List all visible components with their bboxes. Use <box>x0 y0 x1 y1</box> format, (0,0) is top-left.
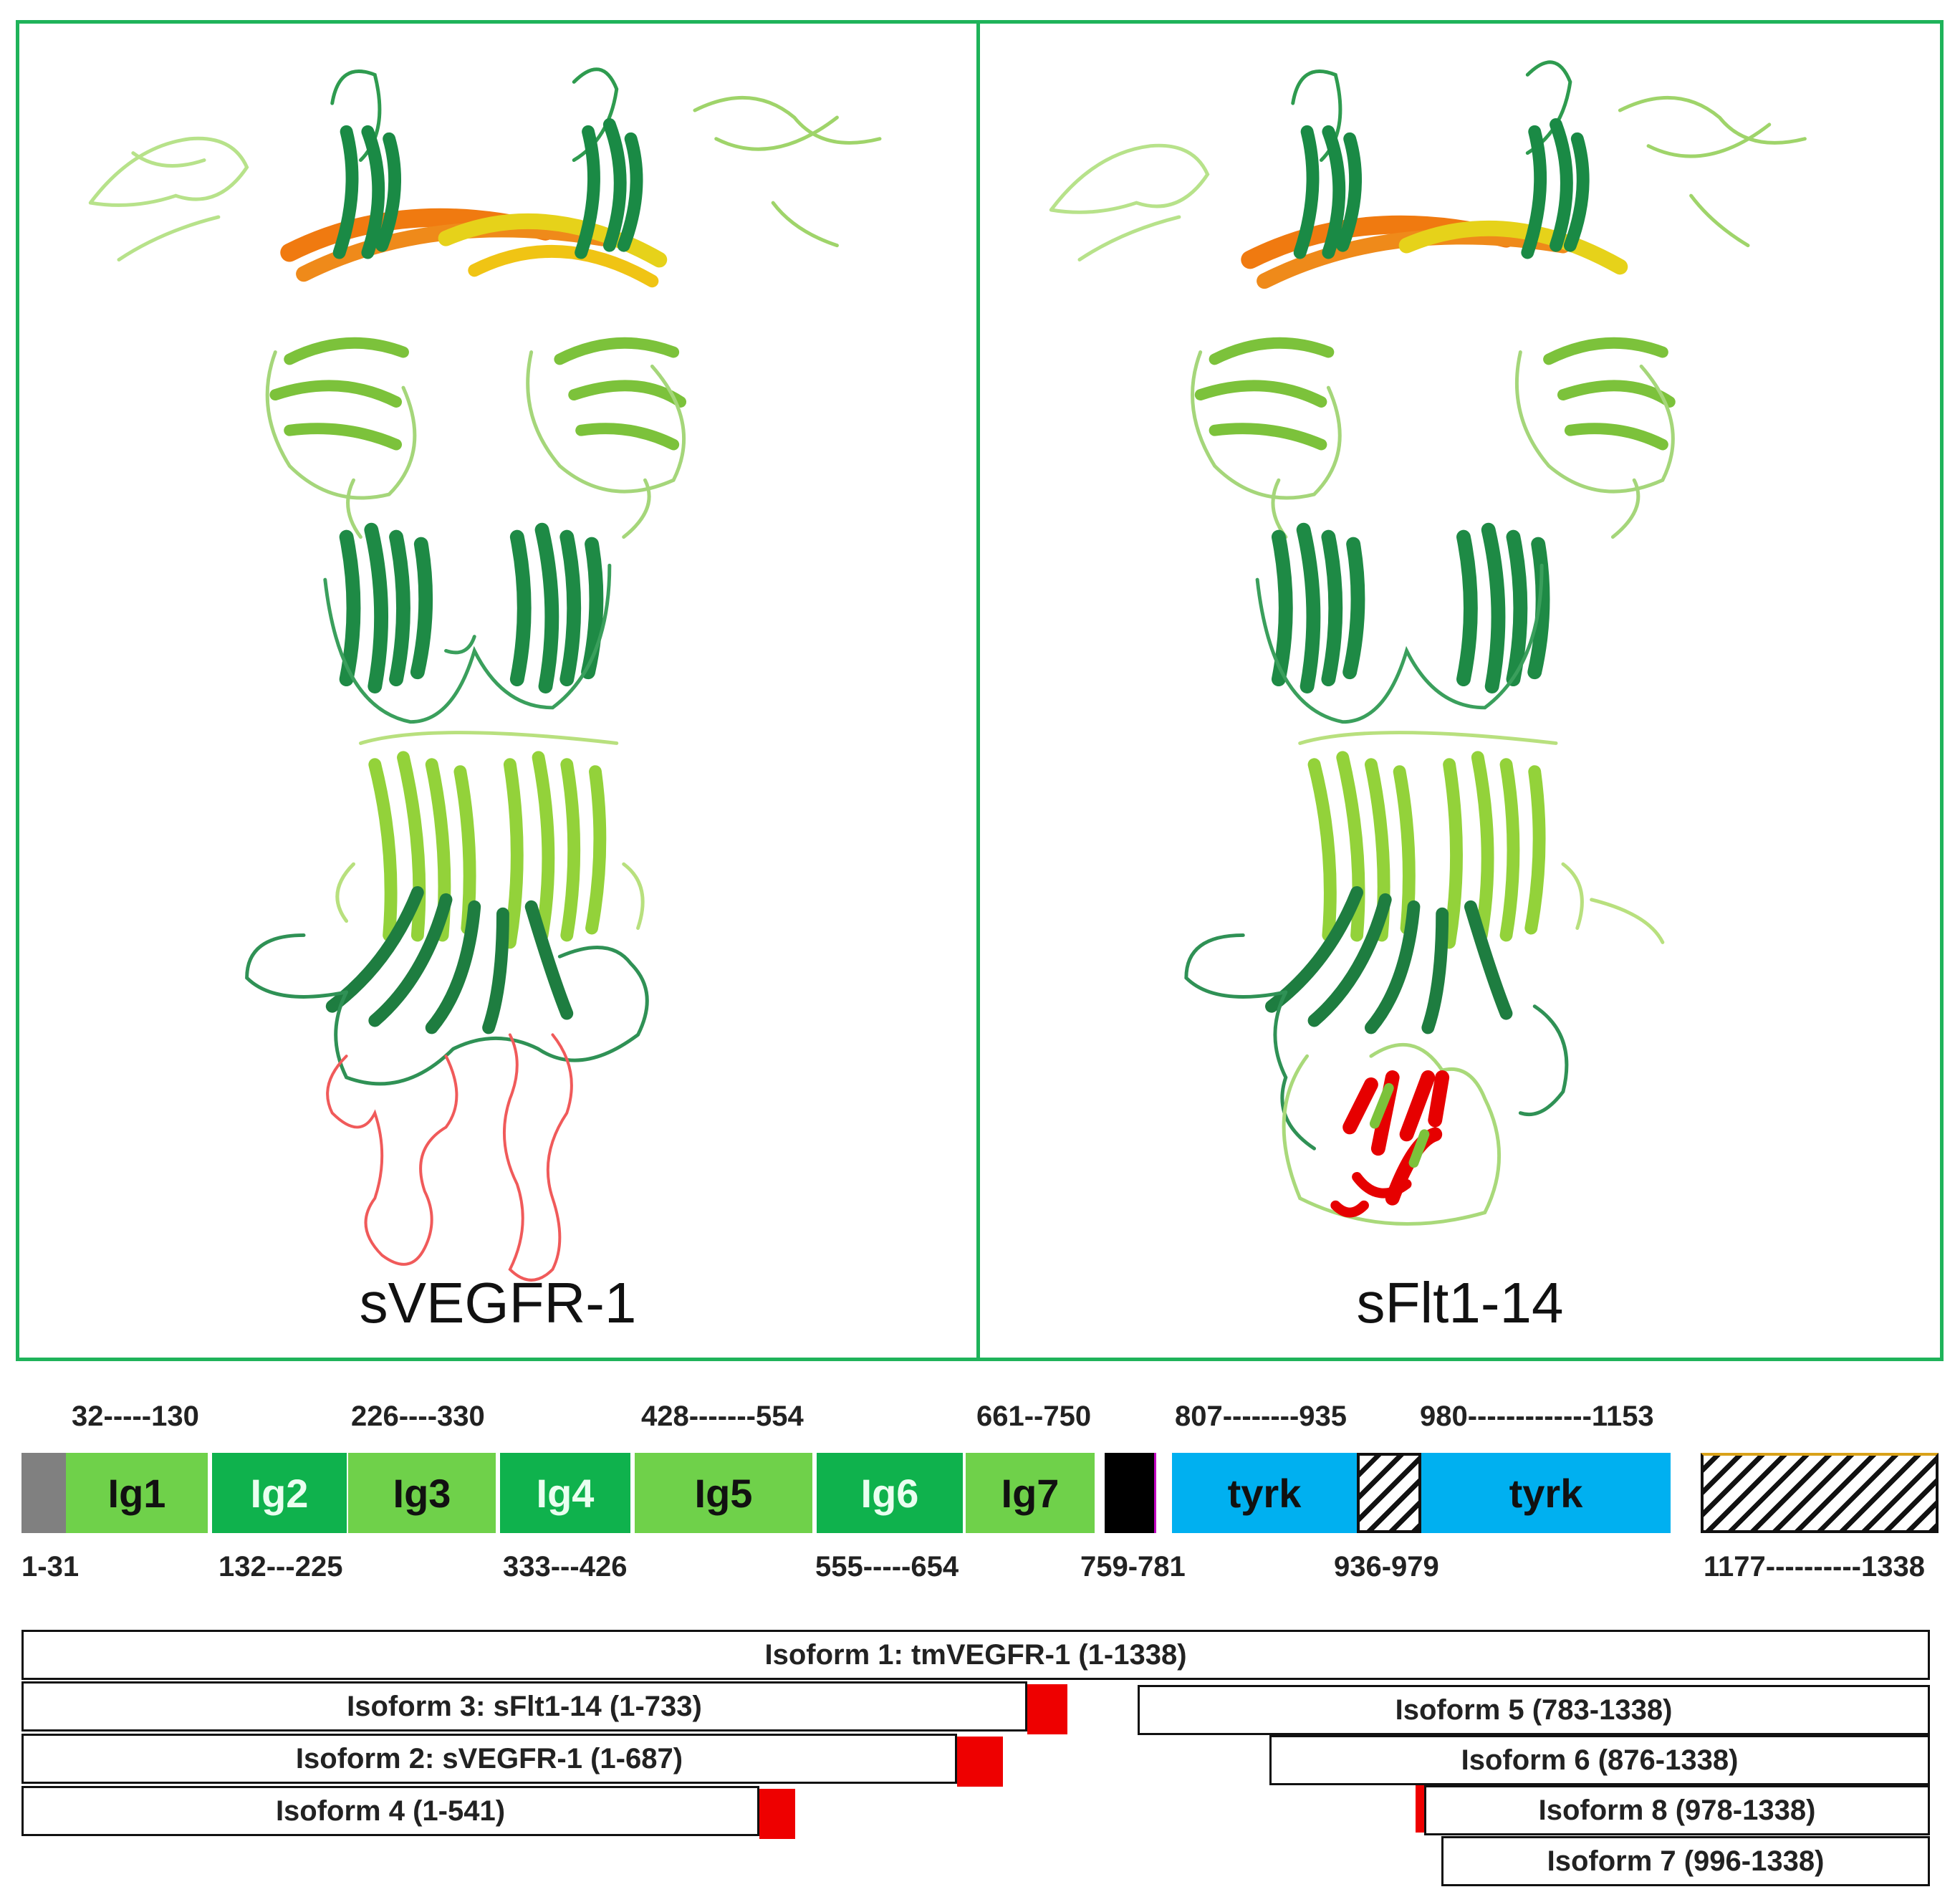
domain-ig2: Ig2 <box>212 1453 347 1533</box>
isoform-6-bar: Isoform 6 (876-1338) <box>1269 1735 1930 1785</box>
c-terminal-tail-block <box>1701 1453 1939 1533</box>
signal-peptide-block <box>21 1453 66 1533</box>
transmembrane-block <box>1105 1453 1156 1533</box>
isoform-4-unique-tail <box>759 1789 795 1839</box>
range-label-tyrk1: 807--------935 <box>1175 1401 1348 1432</box>
kinase-insert-block <box>1357 1453 1421 1533</box>
structure-panel-sflt1-14: sFlt1-14 <box>976 20 1944 1361</box>
range-label-ig4: 333---426 <box>503 1551 628 1583</box>
range-label-signal: 1-31 <box>21 1551 80 1583</box>
protein-ribbon-svegfr1 <box>88 67 882 1282</box>
range-label-ig7: 661--750 <box>976 1401 1092 1432</box>
domain-tyrk-1: tyrk <box>1172 1453 1357 1533</box>
range-label-ig2: 132---225 <box>218 1551 343 1583</box>
range-label-ig6: 555-----654 <box>815 1551 959 1583</box>
range-label-ig3: 226----330 <box>351 1401 485 1432</box>
isoform-1-bar: Isoform 1: tmVEGFR-1 (1-1338) <box>21 1630 1930 1680</box>
domain-ig7: Ig7 <box>966 1453 1095 1533</box>
isoform-8-bar: Isoform 8 (978-1338) <box>1424 1785 1930 1835</box>
isoform-2-unique-tail <box>957 1737 1003 1787</box>
isoform-7-bar: Isoform 7 (996-1338) <box>1441 1836 1930 1886</box>
domain-ig3: Ig3 <box>348 1453 496 1533</box>
isoform-4-bar: Isoform 4 (1-541) <box>21 1786 759 1836</box>
isoform-5-bar: Isoform 5 (783-1338) <box>1138 1685 1930 1735</box>
panel-title-svegfr1: sVEGFR-1 <box>359 1271 637 1335</box>
range-label-tail: 1177----------1338 <box>1704 1551 1925 1583</box>
domain-ig5: Ig5 <box>635 1453 812 1533</box>
range-label-insert: 936-979 <box>1334 1551 1439 1583</box>
protein-ribbon-sflt1-14 <box>1049 60 1807 1226</box>
domain-tyrk-2: tyrk <box>1421 1453 1671 1533</box>
range-label-tm: 759-781 <box>1080 1551 1186 1583</box>
isoform-2-bar: Isoform 2: sVEGFR-1 (1-687) <box>21 1734 957 1784</box>
isoform-8-unique-head <box>1416 1785 1424 1833</box>
range-label-tyrk2: 980-------------1153 <box>1420 1401 1654 1432</box>
range-label-ig5: 428-------554 <box>641 1401 804 1432</box>
domain-ig4: Ig4 <box>500 1453 630 1533</box>
panel-title-sflt1-14: sFlt1-14 <box>1356 1271 1564 1335</box>
isoform-3-unique-tail <box>1027 1684 1067 1734</box>
range-label-ig1: 32-----130 <box>72 1401 199 1432</box>
domain-ig1: Ig1 <box>66 1453 208 1533</box>
domain-ig6: Ig6 <box>817 1453 963 1533</box>
structure-panel-svegfr1: sVEGFR-1 <box>16 20 980 1361</box>
isoform-3-bar: Isoform 3: sFlt1-14 (1-733) <box>21 1681 1027 1732</box>
